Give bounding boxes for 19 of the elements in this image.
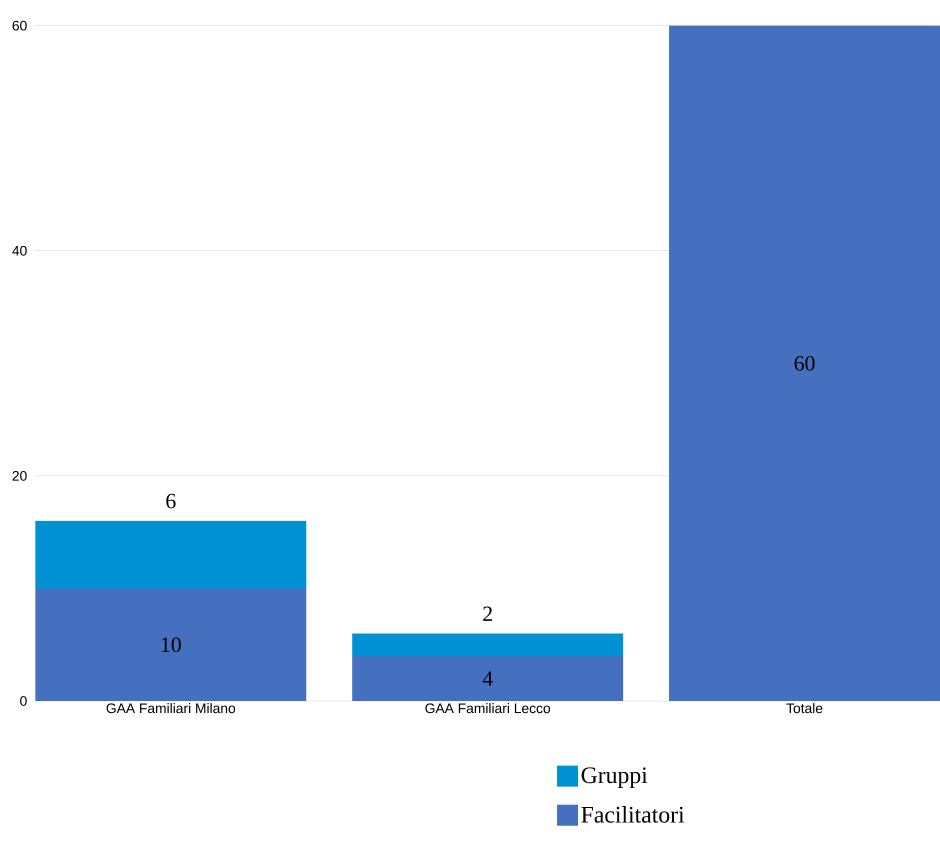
- data-label: 60: [794, 356, 815, 371]
- y-tick-label: 40: [12, 246, 27, 256]
- x-tick-label: GAA Familiari Milano: [106, 702, 236, 714]
- legend-label: Facilitatori: [581, 806, 684, 823]
- data-label: 10: [162, 637, 181, 652]
- y-tick-label: 60: [12, 20, 27, 31]
- data-label: 4: [482, 671, 493, 686]
- y-tick-label: 0: [20, 696, 27, 706]
- bar: [35, 588, 306, 701]
- x-tick-label: GAA Familiari Lecco: [425, 702, 550, 714]
- legend-label: Gruppi: [582, 767, 648, 788]
- data-label: 6: [166, 494, 176, 508]
- y-tick-label: 20: [12, 470, 27, 481]
- bar: [35, 520, 306, 588]
- bar: [352, 633, 624, 656]
- bar: [669, 26, 940, 701]
- bar: [352, 656, 624, 701]
- x-tick-label: Totale: [786, 702, 822, 714]
- data-label: 2: [483, 606, 492, 621]
